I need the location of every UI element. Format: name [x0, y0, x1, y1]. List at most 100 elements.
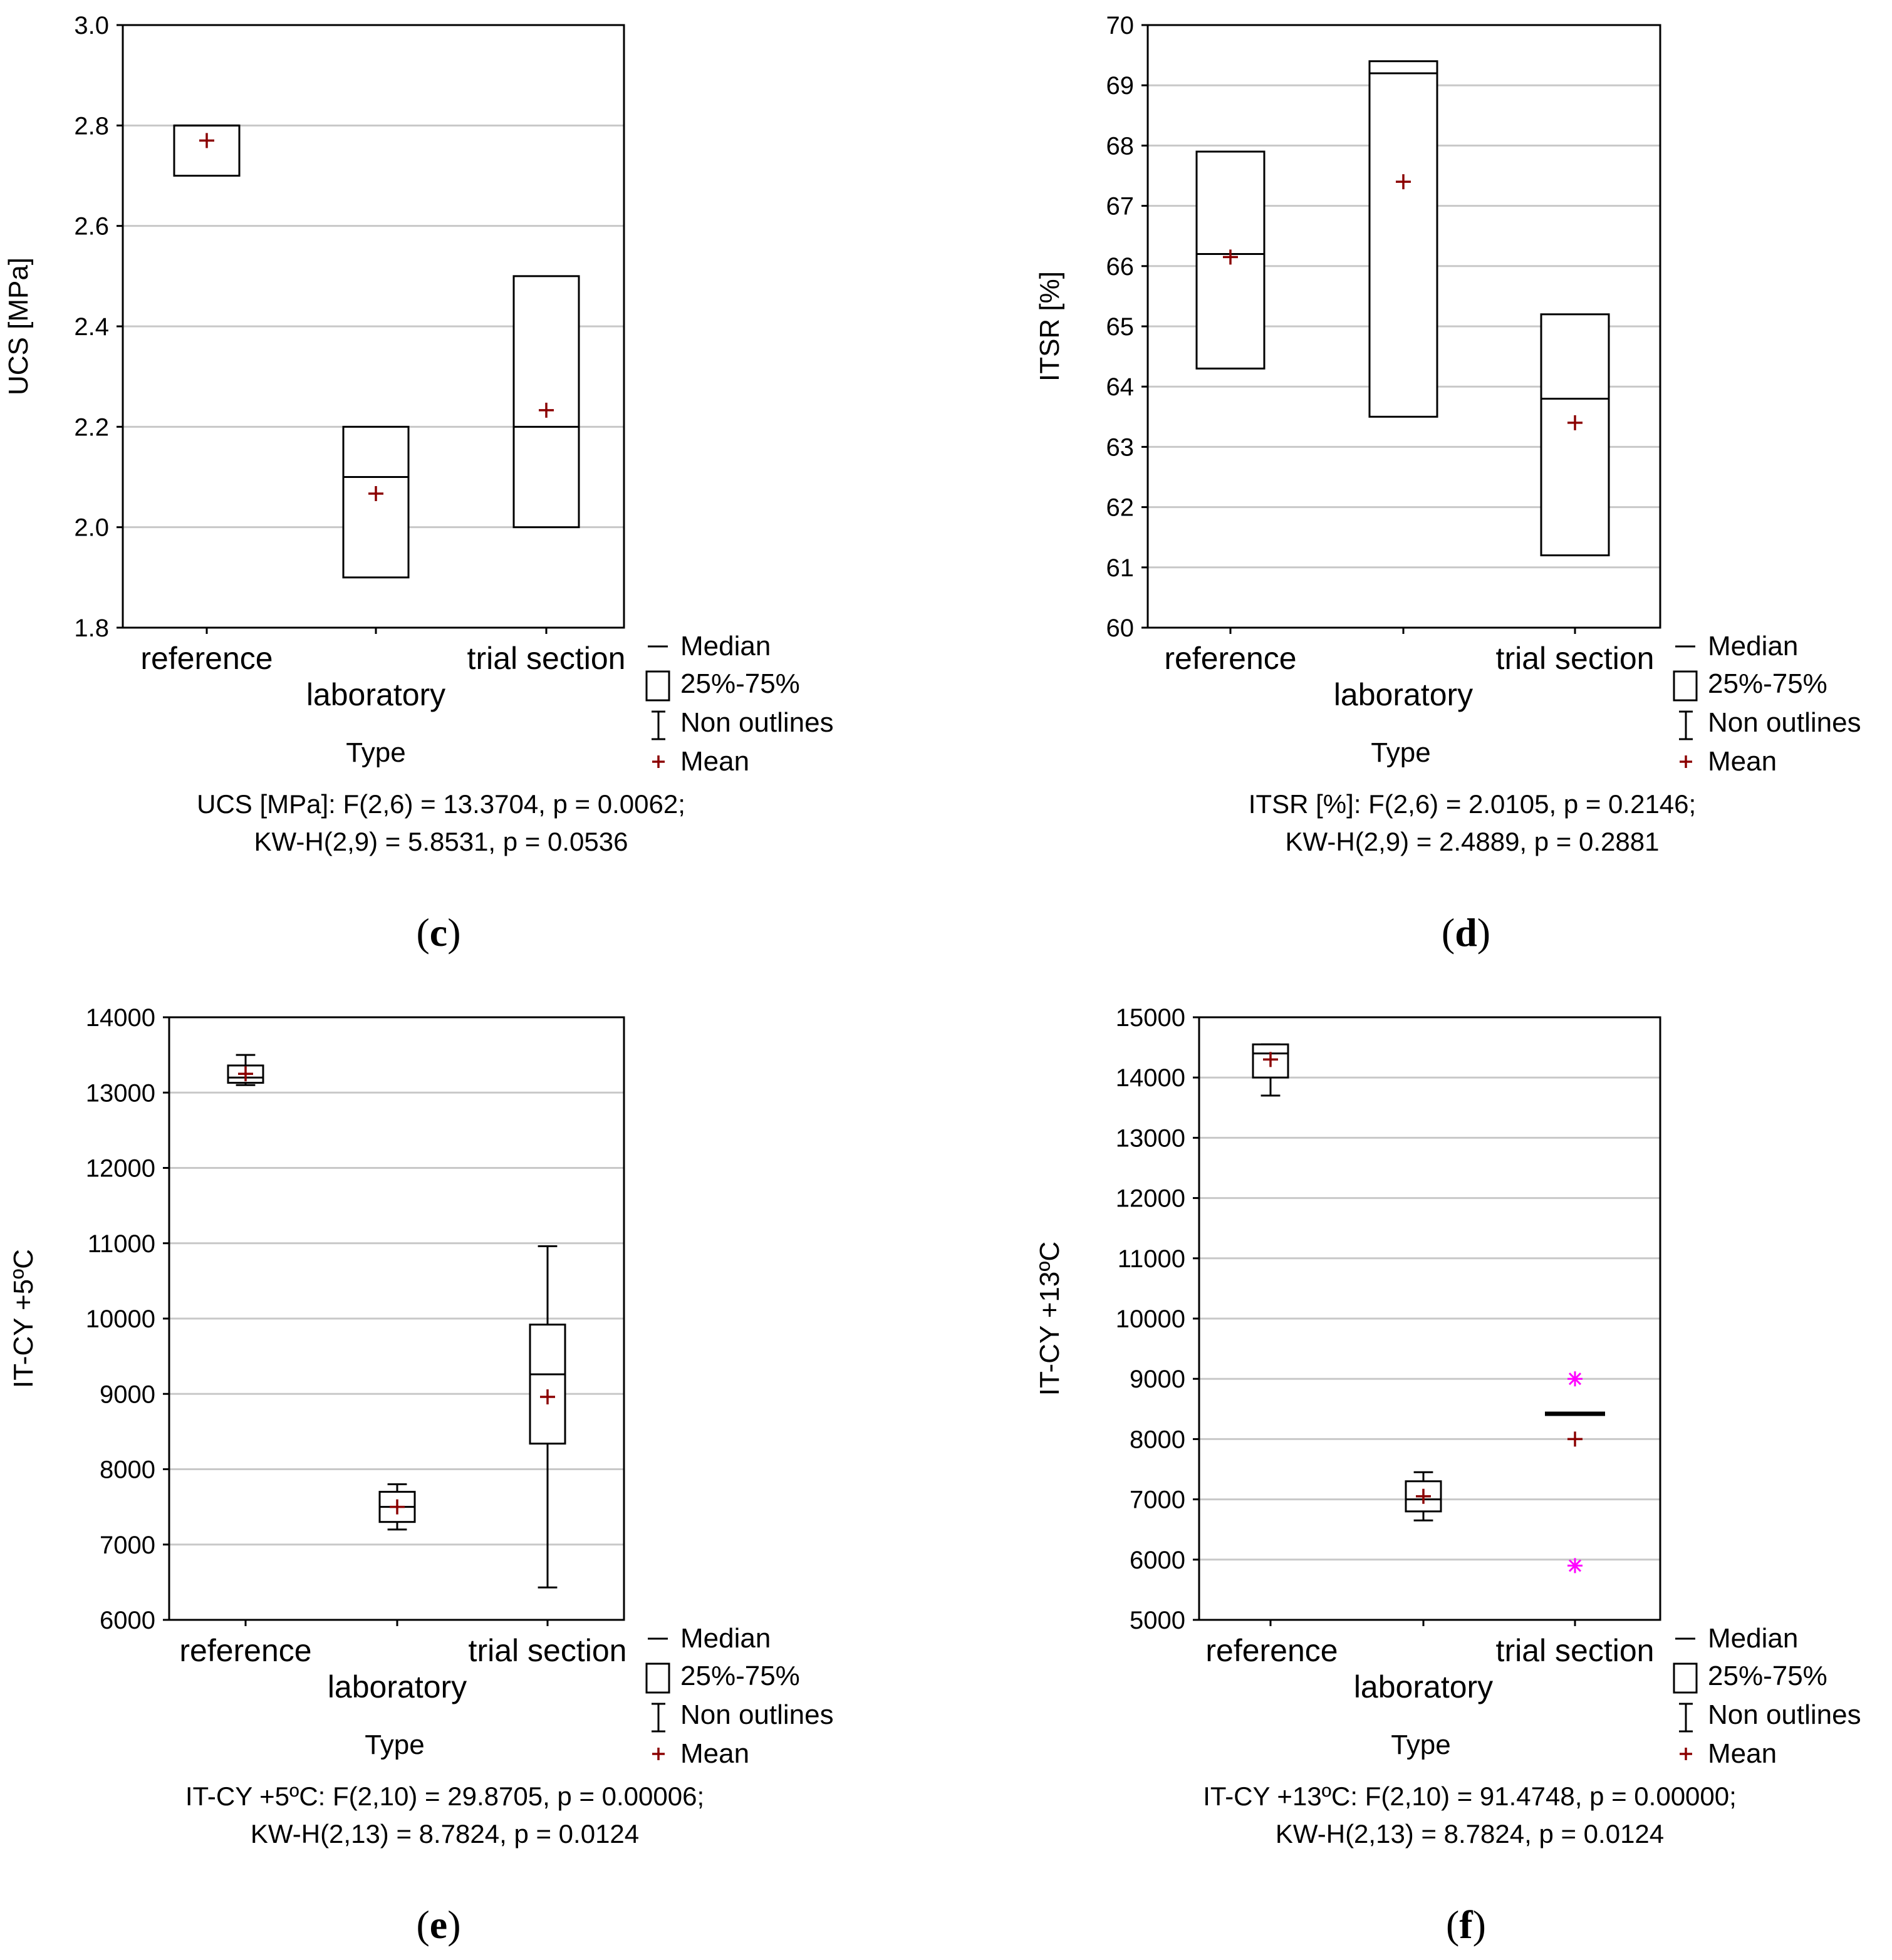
stats-line-kruskal: KW-H(2,13) = 8.7824, p = 0.0124: [251, 1819, 639, 1849]
y-tick-label: 67: [1106, 193, 1135, 220]
panel-label: (c): [416, 910, 460, 955]
y-tick-label: 10000: [86, 1305, 155, 1333]
legend-mean-label: Mean: [1708, 746, 1777, 777]
y-tick-label: 3.0: [74, 12, 109, 39]
y-tick-label: 14000: [86, 1004, 155, 1032]
x-category-label: trial section: [467, 641, 626, 676]
legend-box-label: 25%-75%: [1708, 1661, 1827, 1691]
stats-line-anova: IT-CY +5ºC: F(2,10) = 29.8705, p = 0.000…: [185, 1781, 704, 1811]
stats-line-kruskal: KW-H(2,13) = 8.7824, p = 0.0124: [1276, 1819, 1664, 1849]
mean-marker: [1567, 1431, 1583, 1447]
legend-box-symbol: [1673, 1662, 1698, 1694]
y-axis-title: IT-CY +13ºC: [1034, 1242, 1065, 1396]
panel-label-paren: (: [416, 1902, 429, 1947]
y-tick-label: 1.8: [74, 614, 109, 642]
x-axis-title: Type: [346, 737, 405, 768]
panel-label-paren: ): [1477, 910, 1490, 955]
iqr-box: [342, 425, 410, 579]
legend-whisker-label: Non outlines: [1708, 707, 1861, 738]
legend-mean-label: Mean: [680, 746, 749, 777]
legend-mean-symbol: [652, 755, 665, 768]
panel-label-paren: ): [447, 1902, 460, 1947]
x-category-label: laboratory: [328, 1669, 467, 1704]
legend-whisker-symbol: [652, 1703, 665, 1733]
box-reference: [1195, 150, 1266, 370]
legend-whisker-symbol: [1679, 1703, 1693, 1733]
mean-marker: [199, 133, 214, 148]
y-tick-label: 62: [1106, 494, 1135, 522]
panel-label-letter: c: [430, 910, 447, 955]
outlier-marker: [1567, 1371, 1583, 1387]
stats-line-anova: IT-CY +13ºC: F(2,10) = 91.4748, p = 0.00…: [1203, 1781, 1737, 1811]
y-tick-label: 14000: [1116, 1064, 1185, 1092]
y-tick-label: 13000: [1116, 1124, 1185, 1152]
legend-box-symbol: [645, 670, 670, 702]
x-category-label: trial section: [1496, 641, 1655, 676]
y-tick-label: 2.2: [74, 413, 109, 441]
legend-box-label: 25%-75%: [680, 1661, 800, 1691]
legend-box-symbol: [645, 1662, 670, 1694]
box-laboratory: [1368, 60, 1438, 418]
mean-marker: [1416, 1488, 1431, 1504]
legend-mean-label: Mean: [680, 1738, 749, 1769]
stats-line-anova: UCS [MPa]: F(2,6) = 13.3704, p = 0.0062;: [197, 789, 685, 819]
panel-label-letter: d: [1455, 910, 1477, 955]
iqr-box: [173, 124, 241, 177]
stats-line-kruskal: KW-H(2,9) = 2.4889, p = 0.2881: [1286, 827, 1660, 856]
x-category-label: trial section: [1496, 1633, 1655, 1668]
chart-panel-d: 60 61 62 63 64 65 66 67 68 69 70 reference laborator…: [1034, 12, 1861, 955]
box-reference: [173, 124, 241, 177]
panel-label-paren: ): [447, 910, 460, 955]
mean-marker: [1567, 415, 1583, 430]
panel-label-paren: ): [1473, 1902, 1486, 1947]
y-tick-label: 8000: [100, 1456, 155, 1484]
y-tick-label: 6000: [1130, 1547, 1185, 1574]
y-tick-label: 9000: [100, 1381, 155, 1408]
y-tick-label: 70: [1106, 12, 1135, 39]
y-tick-label: 6000: [100, 1607, 155, 1634]
iqr-box: [529, 1324, 566, 1445]
legend-whisker-label: Non outlines: [680, 707, 834, 738]
panel-label-paren: (: [1442, 910, 1455, 955]
panel-label-paren: (: [416, 910, 429, 955]
stats-line-anova: ITSR [%]: F(2,6) = 2.0105, p = 0.2146;: [1249, 789, 1696, 819]
x-category-label: reference: [140, 641, 273, 676]
legend-mean-symbol: [1680, 755, 1692, 768]
legend-median-label: Median: [1708, 1623, 1798, 1654]
stats-line-kruskal: KW-H(2,9) = 5.8531, p = 0.0536: [254, 827, 628, 856]
legend-box-symbol: [1673, 670, 1698, 702]
legend-median-label: Median: [1708, 631, 1798, 661]
y-tick-label: 8000: [1130, 1426, 1185, 1453]
mean-marker: [1223, 249, 1238, 265]
y-tick-label: 11000: [88, 1230, 155, 1258]
y-tick-label: 13000: [86, 1079, 155, 1107]
y-tick-label: 69: [1106, 72, 1135, 100]
y-tick-label: 63: [1106, 433, 1135, 461]
legend: Median 25%-75% Non outlines Mean: [645, 1623, 834, 1769]
x-category-label: laboratory: [1334, 677, 1473, 712]
y-tick-label: 68: [1106, 132, 1135, 160]
iqr-box: [1368, 60, 1438, 418]
panel-label-paren: (: [1446, 1902, 1459, 1947]
box-trial-section: [512, 275, 580, 529]
chart-panel-f: 5000 6000 7000 8000 9000 10000 11000 12000 13000…: [1034, 1004, 1861, 1947]
y-tick-label: 15000: [1116, 1004, 1185, 1032]
legend-whisker-symbol: [1679, 710, 1693, 740]
legend-whisker-label: Non outlines: [1708, 1699, 1861, 1730]
panel-label-letter: f: [1459, 1902, 1473, 1947]
box-reference: [1252, 1043, 1289, 1097]
mean-marker: [539, 402, 554, 418]
x-category-label: reference: [1164, 641, 1296, 676]
chart-panel-c: 1.8 2.0 2.2 2.4 2.6 2.8 3.0 reference laboratory…: [3, 12, 834, 955]
y-tick-label: 64: [1106, 373, 1135, 401]
iqr-box: [1540, 313, 1610, 557]
y-tick-label: 61: [1106, 554, 1135, 582]
y-tick-label: 2.0: [74, 514, 109, 542]
x-category-label: reference: [1205, 1633, 1338, 1668]
legend-median-label: Median: [680, 631, 771, 661]
x-category-label: laboratory: [306, 677, 445, 712]
mean-marker: [1263, 1052, 1278, 1067]
x-category-label: trial section: [469, 1633, 627, 1668]
mean-marker: [390, 1499, 405, 1515]
